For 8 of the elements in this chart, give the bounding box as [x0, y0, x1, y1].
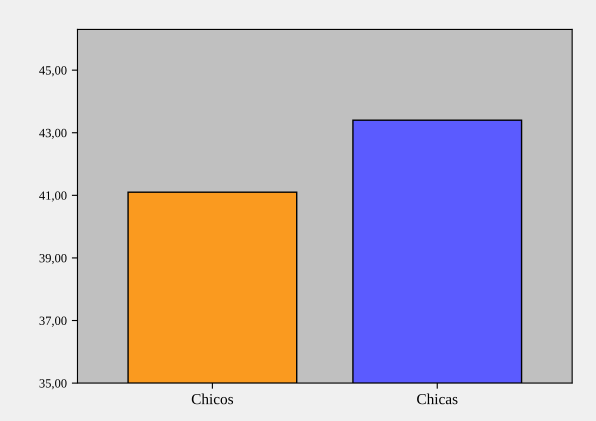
y-tick-label: 35,00: [40, 379, 67, 390]
y-tick-label: 45,00: [39, 66, 67, 76]
y-tick-label: 43,00: [39, 128, 67, 140]
y-tick-label: 37,00: [40, 316, 67, 327]
y-tick-label: 39,00: [40, 254, 67, 264]
x-tick-label: Chicos: [192, 394, 234, 404]
x-tick-label: Chicas: [417, 394, 458, 404]
y-tick-label: 41,00: [39, 191, 67, 202]
